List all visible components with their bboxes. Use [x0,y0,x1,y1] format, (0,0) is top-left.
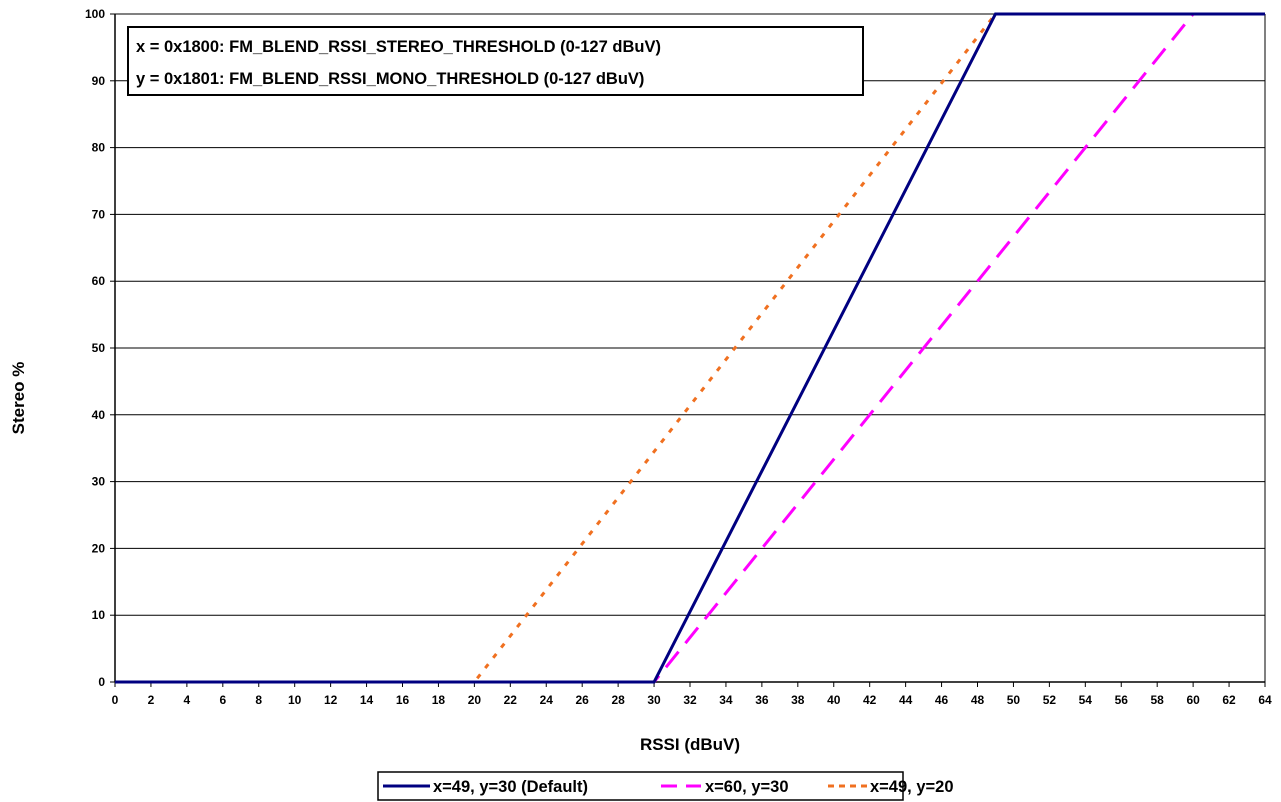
x-tick-label-28: 28 [611,693,625,707]
legend-label-y20: x=49, y=20 [870,778,954,796]
legend-label-x60: x=60, y=30 [705,778,789,796]
x-tick-label-52: 52 [1043,693,1057,707]
y-tick-label-90: 90 [92,74,106,88]
y-tick-label-40: 40 [92,408,106,422]
x-tick-label-60: 60 [1186,693,1200,707]
x-tick-label-50: 50 [1007,693,1021,707]
y-tick-label-60: 60 [92,274,106,288]
y-tick-label-100: 100 [85,7,105,21]
x-axis-title: RSSI (dBuV) [640,735,740,754]
x-tick-label-46: 46 [935,693,949,707]
series-line-default [115,12,1265,684]
axes [110,13,1266,687]
y-tick-label-80: 80 [92,141,106,155]
annotation-line-x: x = 0x1800: FM_BLEND_RSSI_STEREO_THRESHO… [136,38,661,56]
x-tick-label-18: 18 [432,693,446,707]
x-tick-label-40: 40 [827,693,841,707]
x-tick-label-34: 34 [719,693,733,707]
x-tick-label-54: 54 [1079,693,1093,707]
legend-label-default: x=49, y=30 (Default) [433,778,588,796]
annotation-line-y: y = 0x1801: FM_BLEND_RSSI_MONO_THRESHOLD… [136,70,644,88]
x-tick-label-24: 24 [540,693,554,707]
y-tick-label-50: 50 [92,341,106,355]
x-tick-label-20: 20 [468,693,482,707]
x-tick-label-16: 16 [396,693,410,707]
x-tick-label-64: 64 [1258,693,1272,707]
x-tick-label-58: 58 [1151,693,1165,707]
y-axis-title: Stereo % [9,362,28,435]
x-tick-label-44: 44 [899,693,913,707]
y-tick-label-20: 20 [92,541,106,555]
x-tick-label-8: 8 [255,693,262,707]
x-tick-label-62: 62 [1222,693,1236,707]
x-tick-label-32: 32 [683,693,697,707]
legend: x=49, y=30 (Default) x=60, y=30 x=49, y=… [377,771,954,801]
x-tick-label-38: 38 [791,693,805,707]
y-tick-label-70: 70 [92,207,106,221]
x-tick-label-10: 10 [288,693,302,707]
annotation-box: x = 0x1800: FM_BLEND_RSSI_STEREO_THRESHO… [127,26,864,96]
x-tick-label-48: 48 [971,693,985,707]
y-tick-label-0: 0 [98,675,105,689]
x-tick-label-42: 42 [863,693,877,707]
x-tick-label-0: 0 [112,693,119,707]
legend-item-y20: x=49, y=20 [828,778,954,796]
y-tick-label-10: 10 [92,608,106,622]
x-tick-label-30: 30 [647,693,661,707]
x-tick-label-26: 26 [576,693,590,707]
x-tick-label-6: 6 [219,693,226,707]
grid-lines [115,13,1265,616]
x-tick-label-4: 4 [184,693,191,707]
legend-item-x60: x=60, y=30 [661,778,789,796]
x-tick-label-12: 12 [324,693,338,707]
x-tick-label-2: 2 [148,693,155,707]
x-tick-label-22: 22 [504,693,518,707]
x-tick-label-56: 56 [1115,693,1129,707]
x-tick-label-14: 14 [360,693,374,707]
x-tick-label-36: 36 [755,693,769,707]
series-lines [115,12,1265,684]
legend-item-default: x=49, y=30 (Default) [383,778,588,796]
y-tick-label-30: 30 [92,475,106,489]
